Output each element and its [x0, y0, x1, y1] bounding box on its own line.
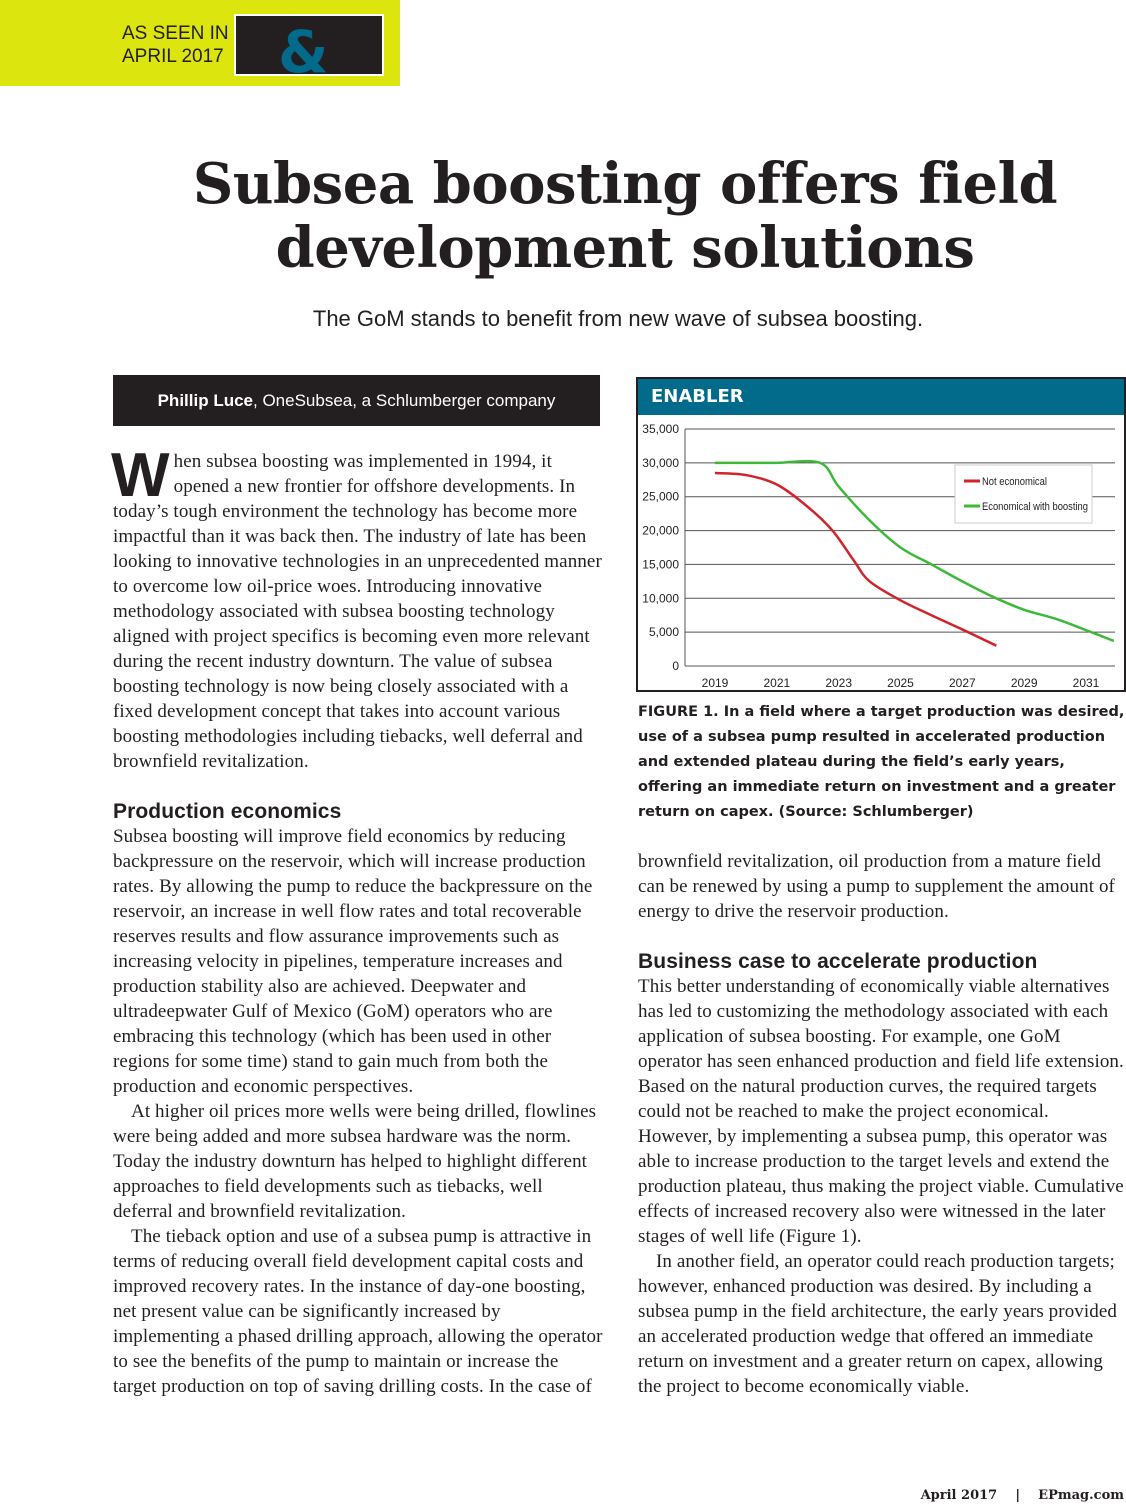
y-tick-label: 15,000 — [642, 557, 679, 571]
x-tick-label: 2019 — [702, 676, 729, 690]
figure-caption: FIGURE 1. In a field where a target prod… — [638, 704, 1125, 820]
svg-text:&: & — [278, 18, 329, 76]
as-seen-in-banner: AS SEEN IN APRIL 2017 E & P — [0, 0, 400, 86]
figure-header: ENABLER — [638, 379, 1124, 415]
byline: Phillip Luce, OneSubsea, a Schlumberger … — [113, 375, 600, 426]
body-paragraph: brownfield revitalization, oil productio… — [638, 851, 1115, 922]
banner-line-2: APRIL 2017 — [122, 46, 224, 67]
article-title: Subsea boosting offers field development… — [192, 151, 1058, 281]
figure-enabler: ENABLER 0 5,000 10,000 15,000 20,000 25,000 30… — [636, 377, 1126, 692]
right-column: brownfield revitalization, oil productio… — [638, 849, 1126, 1399]
author-affiliation: , OneSubsea, a Schlumberger company — [253, 391, 556, 410]
footer-site: EPmag.com — [1038, 1488, 1124, 1503]
body-paragraph: At higher oil prices more wells were bei… — [113, 1101, 597, 1222]
y-tick-label: 25,000 — [642, 490, 679, 504]
x-tick-label: 2031 — [1073, 676, 1100, 690]
section-heading-business-case: Business case to accelerate production — [638, 950, 1038, 973]
legend-label: Economical with boosting — [982, 501, 1088, 513]
article-subtitle: The GoM stands to benefit from new wave … — [312, 306, 924, 331]
intro-text: hen subsea boosting was implemented in 1… — [113, 451, 602, 772]
legend-box — [954, 464, 1093, 524]
page-footer: April 2017 | EPmag.com — [921, 1488, 1124, 1503]
as-seen-in-text: AS SEEN IN APRIL 2017 — [122, 22, 229, 68]
svg-text:P: P — [330, 14, 375, 76]
banner-line-1: AS SEEN IN — [122, 23, 229, 44]
author-name: Phillip Luce — [157, 391, 253, 410]
x-tick-label: 2027 — [949, 676, 976, 690]
y-tick-label: 10,000 — [642, 591, 679, 605]
y-tick-label: 0 — [672, 659, 679, 673]
x-tick-label: 2029 — [1011, 676, 1038, 690]
svg-text:E: E — [238, 14, 280, 76]
y-tick-label: 30,000 — [642, 456, 679, 470]
x-tick-label: 2021 — [763, 676, 790, 690]
footer-separator: | — [1015, 1488, 1021, 1503]
y-tick-label: 20,000 — [642, 524, 679, 538]
footer-date: April 2017 — [920, 1488, 998, 1503]
body-paragraph: The tieback option and use of a subsea p… — [113, 1226, 603, 1397]
section-heading-production-economics: Production economics — [113, 800, 342, 823]
y-tick-label: 5,000 — [649, 625, 679, 639]
body-paragraph: In another field, an operator could reac… — [638, 1251, 1118, 1397]
x-tick-label: 2023 — [825, 676, 852, 690]
body-paragraph: This better understanding of economicall… — [638, 976, 1124, 1247]
y-tick-label: 35,000 — [642, 422, 679, 436]
legend-label: Not economical — [982, 476, 1047, 488]
series-line-0 — [714, 471, 997, 647]
ep-logo: E & P — [234, 14, 384, 76]
production-chart: 0 5,000 10,000 15,000 20,000 25,000 30,000 35,0… — [642, 422, 1115, 690]
series-line-1 — [714, 459, 1115, 643]
drop-cap: W — [111, 441, 170, 510]
body-paragraph: Subsea boosting will improve field econo… — [113, 826, 593, 1097]
x-tick-label: 2025 — [887, 676, 914, 690]
